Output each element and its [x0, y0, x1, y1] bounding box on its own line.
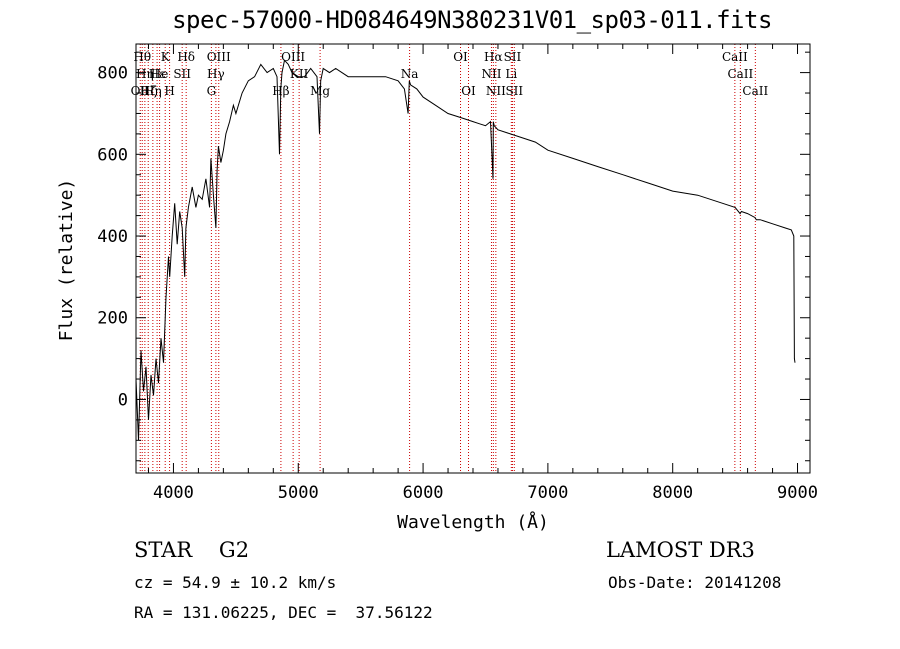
spectral-line-label: CaII: [722, 50, 748, 64]
spectral-line-label: SII: [173, 67, 191, 81]
spectral-line-markers: [139, 44, 756, 473]
redshift-velocity: cz = 54.9 ± 10.2 km/s: [134, 573, 337, 592]
x-axis-label: Wavelength (Å): [397, 511, 549, 533]
spectral-line-label: NII: [481, 67, 501, 81]
x-tick-label: 4000: [153, 483, 194, 503]
spectral-line-label: Li: [505, 67, 517, 81]
x-tick-label: 9000: [777, 483, 818, 503]
y-tick-label: 200: [97, 309, 128, 329]
spectral-line-label: Hη: [136, 67, 154, 81]
x-tick-label: 7000: [527, 483, 568, 503]
spectral-line-label: Mg: [310, 84, 330, 98]
spectral-line-label: KII: [290, 67, 309, 81]
spectral-line-label: Hθ: [133, 50, 151, 64]
x-tick-label: 5000: [278, 483, 319, 503]
spectral-line-label: H: [164, 84, 174, 98]
spectral-line-label: OII: [131, 84, 151, 98]
spectral-line-label: Hη: [144, 84, 162, 98]
y-axis-label: Flux (relative): [56, 179, 77, 342]
spectral-line-label: He: [151, 67, 169, 81]
spectral-line-label: Hδ: [177, 50, 195, 64]
x-tick-label: 6000: [403, 483, 444, 503]
spectral-line-label: CaII: [742, 84, 768, 98]
spectral-line-label: Hε: [149, 67, 166, 81]
spectral-line-labels: OIIHθHηHζHηHεHeKHSIIHδGHγOIIIHβOIIIKIIMg…: [131, 50, 769, 98]
observation-date: Obs-Date: 20141208: [608, 573, 782, 592]
spectral-line-label: SII: [505, 84, 523, 98]
spectral-line-label: NII: [486, 84, 506, 98]
spectral-line-label: OIII: [207, 50, 231, 64]
y-tick-label: 0: [118, 390, 128, 410]
spectral-line-label: OI: [453, 50, 468, 64]
spectral-line-label: K: [161, 50, 171, 64]
spectral-line-label: OIII: [281, 50, 305, 64]
x-tick-label: 8000: [652, 483, 693, 503]
y-tick-label: 800: [97, 64, 128, 84]
axis-ticks: 4000 5000 6000 7000 8000 9000 0 200 400 600 800: [97, 44, 818, 503]
survey-label: LAMOST DR3: [606, 538, 755, 562]
spectral-line-label: Hγ: [207, 67, 225, 81]
coordinates: RA = 131.06225, DEC = 37.56122: [134, 603, 433, 622]
y-tick-label: 600: [97, 145, 128, 165]
y-tick-label: 400: [97, 227, 128, 247]
spectral-line-label: G: [207, 84, 217, 98]
spectral-line-label: Hβ: [272, 84, 289, 98]
spectral-line-label: OI: [461, 84, 476, 98]
object-class-label: STAR G2: [134, 538, 250, 562]
spectral-line-label: Na: [401, 67, 419, 81]
chart-title: spec-57000-HD084649N380231V01_sp03-011.f…: [172, 6, 772, 34]
spectral-line-label: SII: [504, 50, 522, 64]
spectral-line-label: CaII: [727, 67, 753, 81]
spectral-line-label: Hα: [484, 50, 503, 64]
spectral-line-label: Hζ: [140, 84, 157, 98]
spectrum-series-line: [135, 59, 796, 441]
